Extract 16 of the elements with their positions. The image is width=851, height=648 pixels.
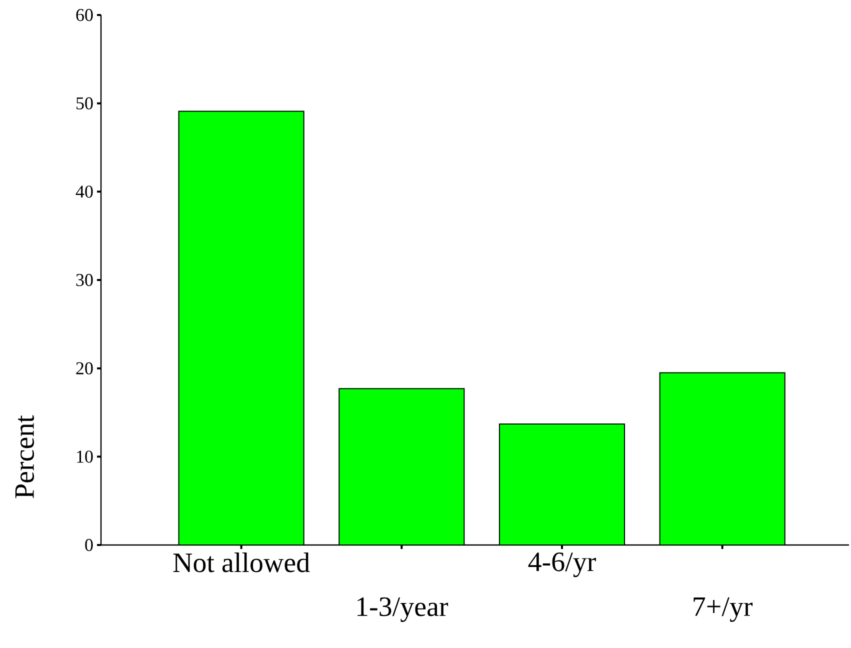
bar bbox=[178, 110, 304, 545]
x-tick-label: Not allowed bbox=[173, 552, 310, 572]
x-tick-label: 7+/yr bbox=[694, 597, 753, 622]
y-tick-label: 0 bbox=[85, 538, 93, 552]
y-tick-label: 20 bbox=[76, 362, 93, 374]
x-tick-label: 1-3/year bbox=[357, 597, 448, 622]
y-tick-label: 50 bbox=[76, 97, 93, 110]
bar bbox=[659, 372, 786, 545]
bar bbox=[498, 423, 626, 545]
bar bbox=[338, 388, 465, 545]
y-tick-label: 60 bbox=[76, 8, 93, 22]
y-tick-label: 30 bbox=[76, 274, 93, 286]
y-axis-title: Percent bbox=[15, 415, 34, 498]
x-tick-label: 4-6/yr bbox=[528, 552, 596, 578]
y-tick-label: 10 bbox=[77, 450, 93, 463]
y-tick-label: 40 bbox=[76, 186, 93, 198]
